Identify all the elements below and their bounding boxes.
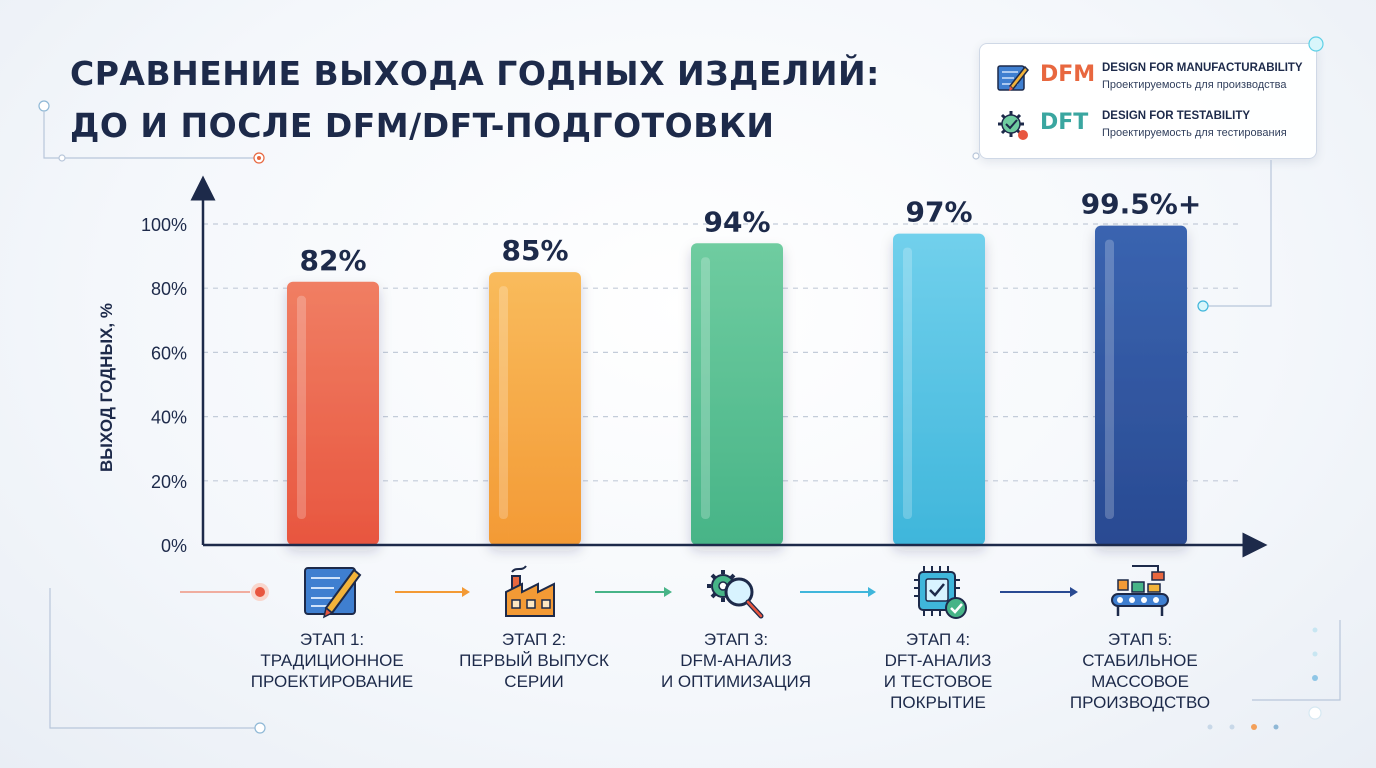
data-labels: 82% 85% 94% 97% 99.5%+ [299,188,1201,277]
chip-check-icon [914,566,967,619]
bar-highlight [499,286,508,519]
bars [287,225,1187,546]
bar-highlight [701,257,710,519]
gears-magnifier-icon [707,570,764,619]
bar-highlight [297,295,306,519]
y-tick-label: 20% [151,472,187,492]
legend-dft-ru: Проектируемость для тестирования [1102,127,1287,139]
stage-1-line-1: ЭТАП 1: [299,630,365,649]
bar-1 [287,281,379,545]
legend-dft-en: DESIGN FOR TESTABILITY [1102,110,1251,122]
stage-3-line-3: И ОПТИМИЗАЦИЯ [660,672,812,691]
y-tick-label: 100% [141,215,187,235]
bar-highlight [903,247,912,519]
legend-dfm-ru: Проектируемость для производства [1102,79,1287,91]
stage-2-line-1: ЭТАП 2: [501,630,567,649]
stage-1-line-2: ТРАДИЦИОННОЕ [260,651,404,670]
stage-5-line-2: СТАБИЛЬНОЕ МАССОВОЕ [1082,651,1198,691]
stage-4-line-1: ЭТАП 4: [905,630,971,649]
stage-label-5: ЭТАП 5: СТАБИЛЬНОЕ МАССОВОЕ ПРОИЗВОДСТВО [1040,629,1240,713]
stage-4-line-2: DFT-АНАЛИЗ [884,651,992,670]
y-tick-label: 80% [151,279,187,299]
conveyor-icon [1111,565,1169,616]
legend-dfm-en: DESIGN FOR MANUFACTURABILITY [1102,62,1303,74]
stage-4-line-4: ПОКРЫТИЕ [890,693,986,712]
legend-dft-abbr: DFT [1040,110,1089,135]
data-label-4: 97% [905,196,972,229]
stage-label-3: ЭТАП 3: DFM-АНАЛИЗ И ОПТИМИЗАЦИЯ [636,629,836,692]
stage-flow [180,583,1078,601]
data-label-5: 99.5%+ [1081,188,1202,221]
stage-3-line-1: ЭТАП 3: [703,630,769,649]
legend-dfm-abbr: DFM [1040,62,1096,87]
factory-icon [505,565,555,617]
stage-1-line-3: ПРОЕКТИРОВАНИЕ [250,672,414,691]
decorative-traces [38,36,1341,734]
stage-label-4: ЭТАП 4: DFT-АНАЛИЗ И ТЕСТОВОЕ ПОКРЫТИЕ [838,629,1038,713]
stage-2-line-3: СЕРИИ [504,672,564,691]
stage-4-line-3: И ТЕСТОВОЕ [883,672,993,691]
blueprint-pencil-icon [304,567,362,619]
stage-label-2: ЭТАП 2: ПЕРВЫЙ ВЫПУСК СЕРИИ [434,629,634,692]
bar-4 [893,233,985,545]
bar-3 [691,243,783,545]
data-label-3: 94% [703,205,770,238]
bar-highlight [1105,239,1114,520]
y-tick-label: 40% [151,408,187,428]
stage-5-line-3: ПРОИЗВОДСТВО [1069,693,1211,712]
blueprint-pencil-icon [997,65,1030,91]
y-tick-labels: 0% 20% 40% 60% 80% 100% [141,215,187,556]
chart-title: СРАВНЕНИЕ ВЫХОДА ГОДНЫХ ИЗДЕЛИЙ: ДО И ПО… [70,48,880,152]
chart-title-line-1: СРАВНЕНИЕ ВЫХОДА ГОДНЫХ ИЗДЕЛИЙ: [70,54,880,93]
data-label-1: 82% [299,244,366,277]
gear-check-icon [998,111,1028,140]
y-tick-label: 0% [161,536,187,556]
y-tick-label: 60% [151,343,187,363]
stage-label-1: ЭТАП 1: ТРАДИЦИОННОЕ ПРОЕКТИРОВАНИЕ [232,629,432,692]
stage-3-line-2: DFM-АНАЛИЗ [680,651,792,670]
chart-title-line-2: ДО И ПОСЛЕ DFM/DFT-ПОДГОТОВКИ [70,106,775,145]
data-label-2: 85% [501,234,568,267]
bar-5 [1095,225,1187,546]
bar-2 [489,272,581,545]
stage-2-line-2: ПЕРВЫЙ ВЫПУСК [459,651,609,670]
legend: DFM DESIGN FOR MANUFACTURABILITY Проекти… [979,43,1317,159]
stage-5-line-1: ЭТАП 5: [1107,630,1173,649]
